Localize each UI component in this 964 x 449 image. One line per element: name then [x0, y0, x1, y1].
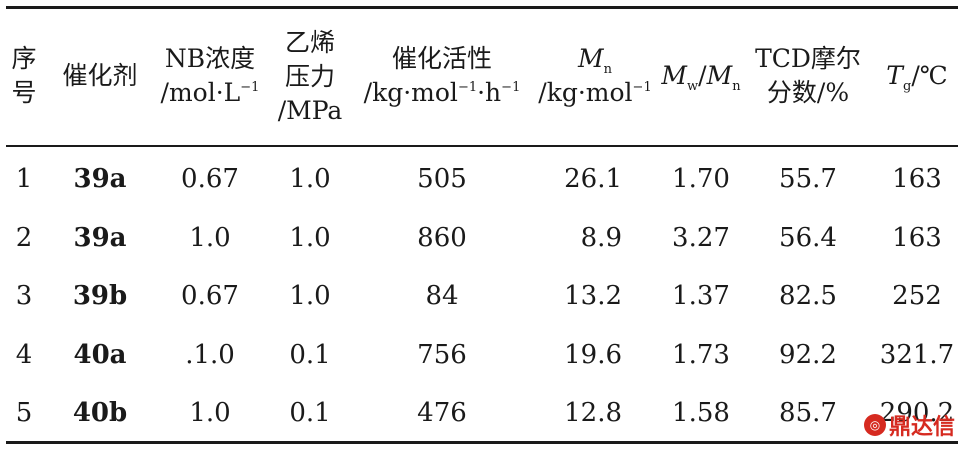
dingdaxin-logo-icon: ◎ — [864, 414, 886, 436]
cell-nb-concentration: 0.67 — [181, 164, 239, 194]
cell-catalyst: 40b — [72, 398, 128, 428]
cell-nb-concentration: 1.0 — [189, 223, 231, 253]
cell-mw-mn: 1.37 — [672, 281, 730, 311]
cell-tcd-fraction: 56.4 — [779, 223, 837, 253]
header-catalytic-activity: 催化活性 /kg·mol−1·h−1 — [363, 44, 521, 107]
cell-mw-mn: 1.70 — [672, 164, 730, 194]
cell-catalytic-activity: 505 — [417, 164, 467, 194]
cell-tg: 290.2 — [879, 398, 955, 428]
header-ethylene-pressure: 乙烯 压力 /MPa — [277, 28, 343, 125]
cell-catalyst: 39a — [73, 164, 127, 194]
cell-mw-mn: 1.58 — [672, 398, 730, 428]
cell-ethylene-pressure: 0.1 — [289, 340, 331, 370]
cell-seq: 4 — [15, 340, 33, 370]
table-bottom-rule — [6, 441, 958, 444]
cell-catalytic-activity: 756 — [417, 340, 467, 370]
cell-tcd-fraction: 85.7 — [779, 398, 837, 428]
cell-tg: 321.7 — [879, 340, 955, 370]
cell-mn: 13.2 — [564, 281, 622, 311]
cell-mn: 12.8 — [564, 398, 622, 428]
cell-tg: 252 — [892, 281, 942, 311]
cell-ethylene-pressure: 1.0 — [289, 223, 331, 253]
cell-tcd-fraction: 82.5 — [779, 281, 837, 311]
cell-seq: 5 — [15, 398, 33, 428]
header-nb-concentration: NB浓度 /mol·L−1 — [160, 44, 260, 107]
cell-mn: 19.6 — [564, 340, 622, 370]
header-seq: 序 号 — [11, 44, 37, 107]
cell-tg: 163 — [892, 223, 942, 253]
cell-catalytic-activity: 84 — [425, 281, 459, 311]
table-header-rule — [6, 145, 958, 147]
header-mw-mn: Mw/Mn — [661, 61, 741, 94]
cell-tcd-fraction: 55.7 — [779, 164, 837, 194]
cell-tcd-fraction: 92.2 — [779, 340, 837, 370]
cell-catalyst: 39b — [72, 281, 128, 311]
cell-catalyst: 40a — [73, 340, 127, 370]
cell-nb-concentration: 0.67 — [181, 281, 239, 311]
table-top-rule — [6, 6, 958, 9]
header-tg: Tg/℃ — [886, 61, 948, 94]
watermark-text: 鼎达信 — [889, 415, 956, 440]
cell-ethylene-pressure: 1.0 — [289, 281, 331, 311]
cell-mn: 26.1 — [564, 164, 622, 194]
header-mn: Mn /kg·mol−1 — [538, 44, 652, 107]
cell-ethylene-pressure: 0.1 — [289, 398, 331, 428]
cell-catalytic-activity: 860 — [417, 223, 467, 253]
cell-catalytic-activity: 476 — [417, 398, 467, 428]
cell-mw-mn: 1.73 — [672, 340, 730, 370]
cell-tg: 163 — [892, 164, 942, 194]
cell-seq: 2 — [15, 223, 33, 253]
cell-ethylene-pressure: 1.0 — [289, 164, 331, 194]
cell-nb-concentration: 1.0 — [189, 398, 231, 428]
header-tcd-fraction: TCD摩尔 分数/% — [755, 44, 861, 107]
header-catalyst: 催化剂 — [62, 61, 138, 90]
cell-seq: 1 — [15, 164, 33, 194]
cell-nb-concentration: .1.0 — [185, 340, 235, 370]
cell-seq: 3 — [15, 281, 33, 311]
cell-mn: 8.9 — [580, 223, 622, 253]
cell-mw-mn: 3.27 — [672, 223, 730, 253]
watermark: ◎ 鼎达信 — [864, 410, 955, 440]
cell-catalyst: 39a — [73, 223, 127, 253]
